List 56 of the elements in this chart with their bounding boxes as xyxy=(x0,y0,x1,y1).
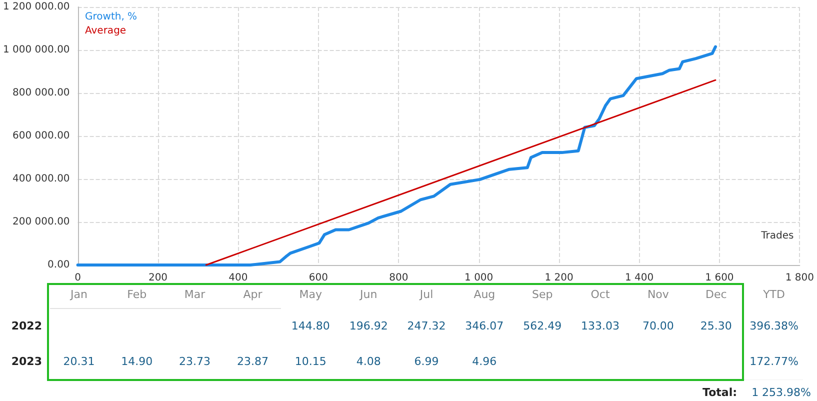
x-tick-label: Jun xyxy=(358,288,378,301)
y-tick-label: 200 000.00 xyxy=(12,216,70,228)
y-tick-label: 2022 xyxy=(11,319,42,332)
data-label: 247.32 xyxy=(407,319,446,332)
x-tick-label: 0 xyxy=(74,272,81,284)
x-tick-label: 1 000 xyxy=(464,272,494,284)
x-tick-label: Apr xyxy=(243,288,263,301)
x-tick-label: 1 400 xyxy=(624,272,654,284)
text: Growth, % xyxy=(85,12,138,22)
data-label: 10.15 xyxy=(294,354,326,368)
x-axis-title: Trades xyxy=(760,230,794,242)
x-tick-label: Oct xyxy=(590,288,610,301)
data-label: 172.77% xyxy=(750,354,799,368)
x-tick-label: 800 xyxy=(389,272,408,284)
x-tick-label: Nov xyxy=(647,288,670,301)
data-label: 20.31 xyxy=(63,354,95,368)
y-tick-label: 400 000.00 xyxy=(12,174,70,184)
data-label: 196.92 xyxy=(349,319,388,332)
y-tick-label: 800 000.00 xyxy=(12,88,70,98)
data-label: 25.30 xyxy=(700,319,732,332)
text: Total: xyxy=(702,386,738,399)
data-label: 14.90 xyxy=(121,354,153,368)
y-tick-label: 1 200 000.00 xyxy=(3,2,70,12)
x-tick-label: Jul xyxy=(418,288,434,301)
data-label: 346.07 xyxy=(465,319,504,332)
data-label: 23.87 xyxy=(236,354,268,368)
x-tick-label: 400 xyxy=(228,272,248,284)
x-tick-label: Feb xyxy=(127,288,147,301)
x-tick-label: 200 xyxy=(148,272,168,284)
x-tick-label: Jan xyxy=(69,288,88,301)
x-tick-label: Mar xyxy=(184,288,206,301)
x-tick-label: 1 800 xyxy=(785,272,814,284)
data-label: 133.03 xyxy=(581,319,620,332)
y-tick-label: 2023 xyxy=(11,354,42,368)
data-label: 6.99 xyxy=(414,354,439,368)
data-label: 144.80 xyxy=(291,319,330,332)
x-tick-label: 600 xyxy=(308,272,328,284)
x-tick-label: Sep xyxy=(532,288,553,301)
x-tick-label: YTD xyxy=(762,288,785,301)
y-tick-label: 600 000.00 xyxy=(12,130,70,142)
data-label: 4.08 xyxy=(356,354,381,368)
y-tick-label: 1 000 000.00 xyxy=(3,44,70,56)
x-tick-label: Aug xyxy=(474,288,496,301)
data-label: 562.49 xyxy=(523,319,562,332)
data-label: 396.38% xyxy=(750,319,799,332)
line-series xyxy=(76,45,717,266)
data-label: 70.00 xyxy=(642,319,674,332)
data-label: 4.96 xyxy=(472,354,497,368)
x-tick-label: Dec xyxy=(705,288,727,301)
text: Average xyxy=(85,26,126,36)
text: 1 253.98% xyxy=(752,386,811,399)
x-tick-label: 1 600 xyxy=(705,272,734,284)
data-label: 23.73 xyxy=(179,354,211,368)
x-tick-label: 1 200 xyxy=(544,272,574,284)
y-tick-label: 0.00 xyxy=(48,260,70,270)
x-tick-label: May xyxy=(299,288,323,301)
